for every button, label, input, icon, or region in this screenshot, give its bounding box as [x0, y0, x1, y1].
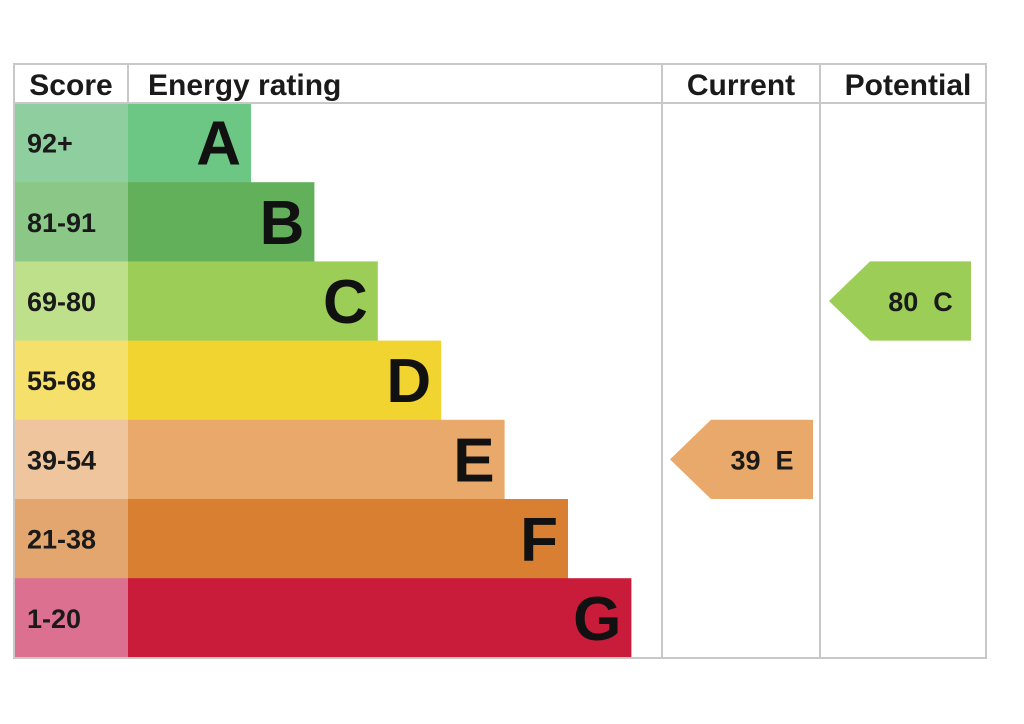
band-letter-d: D — [386, 347, 431, 416]
band-bar-b — [128, 182, 315, 262]
band-bar-g — [128, 578, 632, 658]
score-label-d: 55-68 — [27, 366, 96, 396]
band-bar-f — [128, 499, 568, 579]
band-letter-c: C — [323, 268, 368, 337]
table-border — [13, 63, 987, 659]
grid-layer — [13, 63, 987, 659]
score-cell-e — [14, 419, 128, 500]
score-label-c: 69-80 — [27, 287, 96, 317]
potential-rating-arrow — [829, 261, 971, 341]
score-label-a: 92+ — [27, 129, 73, 159]
band-letter-a: A — [196, 110, 241, 179]
score-header: Score — [29, 69, 112, 102]
band-bar-d — [128, 340, 442, 421]
band-letter-b: B — [260, 189, 305, 258]
score-label-b: 81-91 — [27, 208, 96, 238]
header-row: Score Energy rating Current Potential — [29, 69, 971, 102]
score-label-f: 21-38 — [27, 525, 96, 555]
score-cell-f — [14, 499, 128, 579]
band-bar-a — [128, 103, 251, 183]
score-cell-b — [14, 182, 128, 262]
band-letter-g: G — [573, 585, 621, 654]
current-rating-label: 39 E — [730, 445, 793, 475]
score-label-e: 39-54 — [27, 445, 96, 475]
arrows-layer: 39 E 80 C — [670, 261, 971, 499]
current-rating-arrow — [670, 419, 813, 499]
band-bar-e — [128, 419, 505, 500]
energy-rating-header: Energy rating — [148, 69, 341, 102]
band-bar-c — [128, 261, 378, 342]
band-letter-f: F — [520, 506, 558, 575]
score-cell-a — [14, 103, 128, 183]
score-cell-c — [14, 261, 128, 342]
band-letter-e: E — [453, 426, 494, 495]
score-label-g: 1-20 — [27, 604, 81, 634]
potential-header: Potential — [845, 69, 972, 102]
bands-layer: 92+ A 81-91 B 69-80 C 55-68 D 39-54 E 21-38 F 1-20 G — [14, 103, 632, 658]
score-cell-g — [14, 578, 128, 658]
current-header: Current — [687, 69, 795, 102]
score-cell-d — [14, 340, 128, 421]
potential-rating-label: 80 C — [888, 287, 953, 317]
